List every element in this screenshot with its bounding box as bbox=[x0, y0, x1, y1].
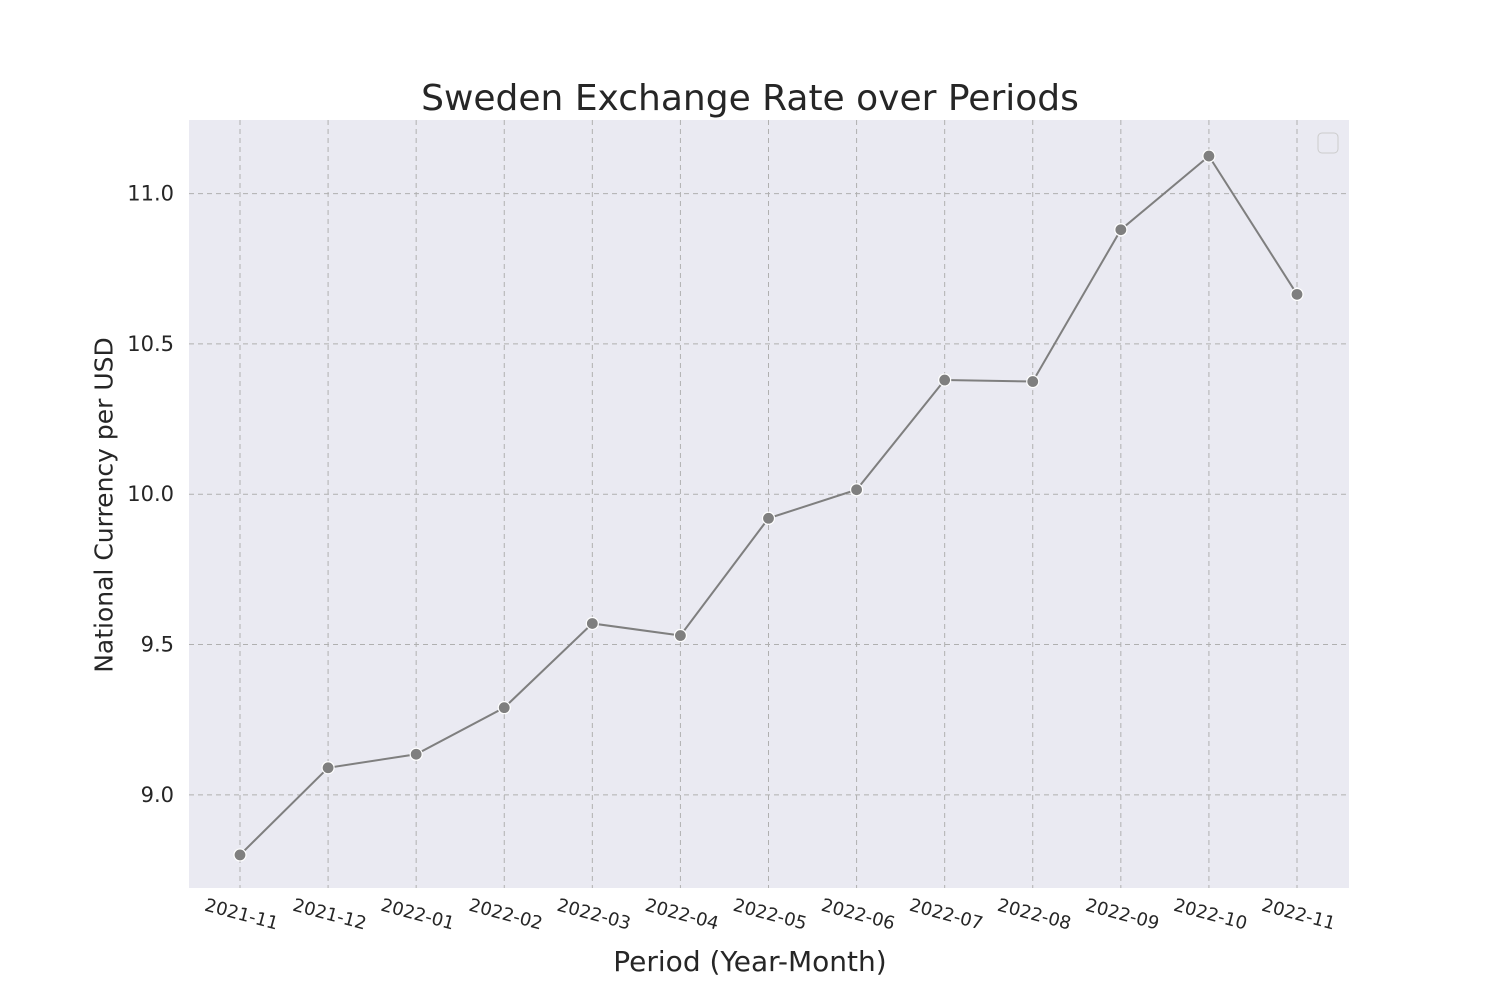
x-tick-label: 2022-06 bbox=[819, 895, 897, 935]
data-point bbox=[585, 616, 599, 631]
x-tick-label: 2022-07 bbox=[907, 895, 985, 935]
data-point bbox=[1290, 287, 1304, 301]
y-tick-label: 9.0 bbox=[141, 783, 174, 807]
x-tick-label: 2022-02 bbox=[467, 895, 545, 935]
x-tick-label: 2022-01 bbox=[379, 895, 457, 935]
data-point bbox=[497, 701, 511, 715]
data-point bbox=[938, 373, 952, 387]
data-point bbox=[409, 747, 423, 761]
data-point bbox=[1114, 223, 1128, 237]
x-tick-label: 2022-05 bbox=[731, 895, 809, 935]
x-tick-label: 2022-10 bbox=[1171, 895, 1249, 935]
x-tick-label: 2021-11 bbox=[202, 895, 280, 935]
data-series bbox=[233, 149, 1304, 862]
data-point bbox=[761, 511, 776, 525]
data-point bbox=[849, 483, 864, 497]
x-tick-label: 2022-04 bbox=[643, 895, 721, 935]
data-point bbox=[673, 628, 688, 643]
y-tick-label: 11.0 bbox=[127, 182, 174, 206]
data-point bbox=[321, 761, 335, 775]
grid-lines bbox=[189, 120, 1349, 888]
data-point bbox=[233, 848, 247, 862]
data-point bbox=[1026, 374, 1040, 389]
legend-box bbox=[1317, 132, 1339, 154]
chart-title: Sweden Exchange Rate over Periods bbox=[421, 78, 1079, 119]
data-point bbox=[1202, 149, 1216, 163]
x-tick-label: 2022-08 bbox=[995, 895, 1073, 935]
y-tick-label: 10.5 bbox=[127, 332, 174, 356]
x-axis-label: Period (Year-Month) bbox=[613, 945, 887, 978]
x-tick-label: 2022-03 bbox=[555, 895, 633, 935]
y-tick-label: 9.5 bbox=[141, 633, 174, 657]
x-tick-label: 2022-09 bbox=[1083, 895, 1161, 935]
y-tick-label: 10.0 bbox=[127, 482, 174, 506]
x-tick-label: 2021-12 bbox=[290, 895, 368, 935]
x-tick-label: 2022-11 bbox=[1259, 895, 1337, 935]
